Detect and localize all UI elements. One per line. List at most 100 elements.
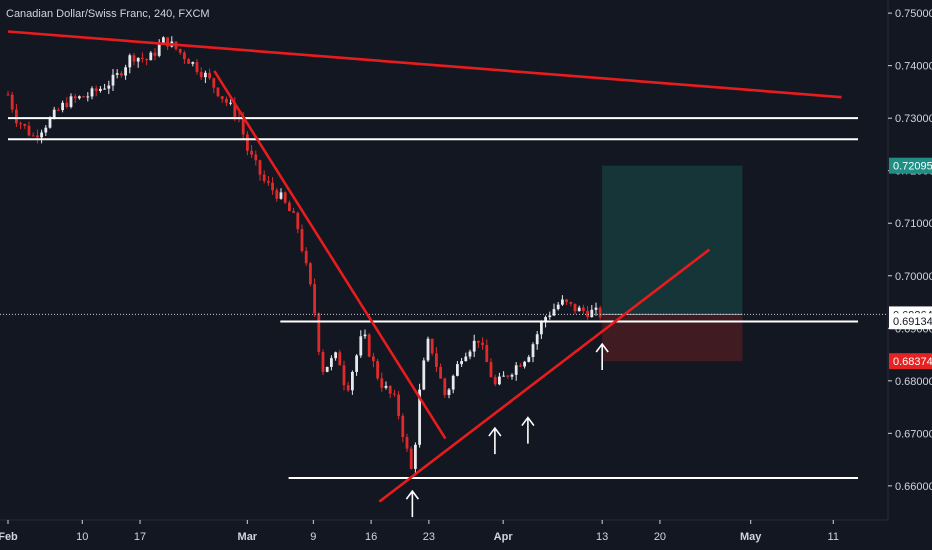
candle-body [481, 342, 484, 346]
time-tick-label: 13 [596, 531, 608, 543]
time-tick-label: 9 [310, 531, 316, 543]
candle-body [178, 48, 182, 53]
time-tick-label: Mar [238, 531, 258, 543]
candle-body [250, 150, 253, 155]
time-axis[interactable]: Feb 10 17 Mar 9 16 23 Apr 13 20 May 11 [0, 520, 839, 543]
candle-body [300, 229, 304, 251]
price-tick-label: 0.67000 [895, 428, 932, 440]
candle-body [460, 361, 463, 365]
price-tick-label: 0.70000 [895, 271, 932, 283]
candle-body [376, 361, 379, 379]
price-tick-label: 0.66000 [895, 481, 932, 493]
candle-body [153, 52, 157, 56]
candle-body [439, 366, 442, 379]
candle-body [19, 123, 22, 125]
candle-body [594, 307, 598, 310]
price-tick-label: 0.75000 [895, 8, 932, 20]
position-zones [0, 165, 888, 362]
candle-body [124, 67, 127, 76]
candle-body [401, 415, 405, 438]
candle-body [338, 352, 342, 366]
candle-body [510, 374, 514, 377]
candle-body [283, 192, 287, 203]
up-arrow-icon [488, 426, 502, 455]
candle-body [36, 135, 39, 138]
candle-body [216, 87, 220, 97]
stop-price-badge-bg [889, 353, 932, 370]
candle-body [229, 102, 232, 104]
candle-body [254, 154, 258, 161]
up-arrow-icon [521, 416, 535, 444]
candle-body [468, 351, 472, 357]
candle-body [321, 351, 325, 372]
candle-body [489, 362, 493, 378]
candle-body [422, 360, 426, 390]
candle-body [351, 371, 354, 391]
price-tick-label: 0.71000 [895, 218, 932, 230]
candle-body [523, 361, 526, 367]
candle-body [334, 352, 337, 359]
candle-body [292, 211, 295, 213]
candle-body [288, 202, 291, 212]
candle-body [548, 315, 552, 318]
candle-body [69, 96, 73, 107]
candle-body [472, 340, 476, 352]
candle-body [544, 317, 547, 323]
candlestick-series [6, 36, 602, 475]
candle-body [426, 338, 430, 361]
candle-body [267, 180, 270, 183]
candle-body [86, 96, 90, 98]
price-tick-label: 0.68000 [895, 376, 932, 388]
candle-body [582, 307, 585, 311]
time-tick-label: Apr [494, 531, 514, 543]
candle-body [149, 52, 153, 61]
candle-body [183, 52, 186, 60]
candle-body [191, 62, 195, 64]
candle-body [65, 102, 69, 107]
candle-body [10, 94, 14, 110]
candle-body [590, 309, 594, 318]
time-tick-label: 17 [134, 531, 146, 543]
candle-body [380, 378, 384, 388]
trendline [378, 248, 711, 503]
target-price-badge-bg [889, 157, 932, 174]
candle-body [477, 340, 480, 343]
candle-body [204, 72, 207, 78]
price-tick-label: 0.74000 [895, 61, 932, 73]
candle-body [57, 109, 60, 111]
candle-body [397, 394, 400, 416]
candle-body [145, 59, 148, 61]
up-arrow-icon [405, 489, 420, 518]
candle-body [514, 365, 518, 375]
candle-body [166, 37, 169, 47]
chart-title: Canadian Dollar/Swiss Franc, 240, FXCM [6, 8, 210, 20]
candle-body [82, 96, 85, 98]
candle-body [52, 109, 56, 119]
candle-body [136, 57, 140, 62]
candle-body [556, 304, 560, 310]
candle-body [162, 37, 165, 45]
candle-body [418, 389, 421, 445]
candle-body [531, 344, 535, 358]
candle-body [111, 74, 115, 86]
candle-body [577, 307, 581, 312]
level-price-badge-text: 0.69134 [893, 316, 932, 328]
candle-body [195, 62, 199, 73]
candle-body [304, 250, 308, 264]
candle-body [132, 55, 136, 62]
candle-body [271, 182, 274, 191]
candle-body [23, 124, 27, 126]
candle-body [241, 118, 245, 135]
candle-body [372, 356, 375, 362]
candle-body [506, 375, 510, 377]
candle-body [464, 356, 468, 362]
candle-body [569, 302, 573, 304]
time-tick-label: 23 [423, 531, 435, 543]
horizontal-levels [8, 117, 858, 479]
candle-body [565, 299, 568, 303]
candle-body [552, 309, 556, 316]
candle-body [141, 57, 144, 60]
